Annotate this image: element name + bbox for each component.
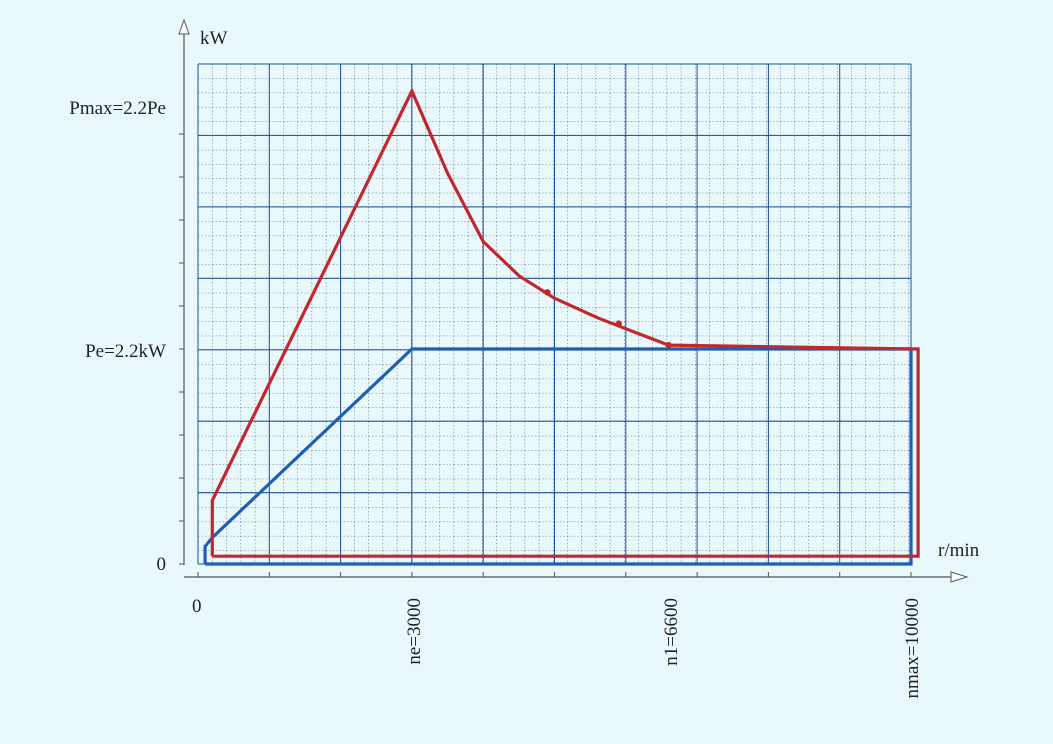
axes — [178, 18, 969, 583]
y-axis-arrow-icon — [178, 18, 190, 35]
y-axis-title: kW — [200, 28, 228, 49]
red-series-marker — [665, 341, 672, 349]
y-tick-label-pe: Pe=2.2kW — [85, 341, 166, 362]
red-series-marker — [544, 289, 551, 296]
x-axis-ticks — [197, 572, 912, 577]
y-axis-ticks — [179, 133, 184, 565]
x-tick-label-nmax: nmax=10000 — [902, 598, 923, 698]
y-tick-label-pmax: Pmax=2.2Pe — [69, 98, 166, 119]
x-tick-label-n1: n1=6600 — [661, 598, 682, 666]
series-layer — [203, 87, 920, 566]
blue-series-line — [203, 347, 913, 566]
x-axis-arrow-icon — [950, 571, 969, 583]
x-tick-label-ne: ne=3000 — [404, 598, 425, 665]
red-series-marker — [615, 320, 622, 327]
x-origin-label: 0 — [192, 596, 202, 617]
y-tick-label-zero: 0 — [157, 554, 167, 575]
x-axis-title: r/min — [938, 540, 980, 561]
red-series-line — [210, 87, 920, 558]
